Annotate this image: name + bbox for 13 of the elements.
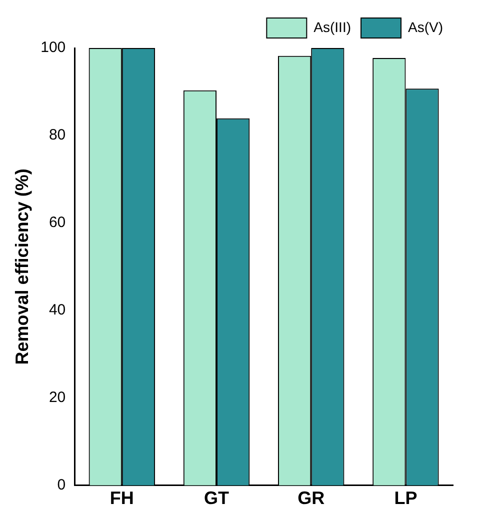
y-tick-label: 80 (48, 126, 66, 144)
x-tick-label: GR (298, 488, 325, 508)
x-tick-label: LP (394, 488, 418, 508)
y-tick-label: 60 (48, 214, 66, 232)
x-tick-label: FH (110, 488, 134, 508)
y-axis-title: Removal efficiency (%) (12, 168, 32, 365)
y-tick-label: 40 (48, 302, 66, 319)
y-tick-label: 100 (40, 39, 66, 56)
legend-label: As(V) (408, 18, 443, 35)
y-tick-label: 20 (48, 389, 66, 406)
x-tick-label: GT (204, 488, 230, 508)
y-tick-label: 0 (57, 476, 66, 494)
legend-label: As(III) (314, 18, 352, 35)
